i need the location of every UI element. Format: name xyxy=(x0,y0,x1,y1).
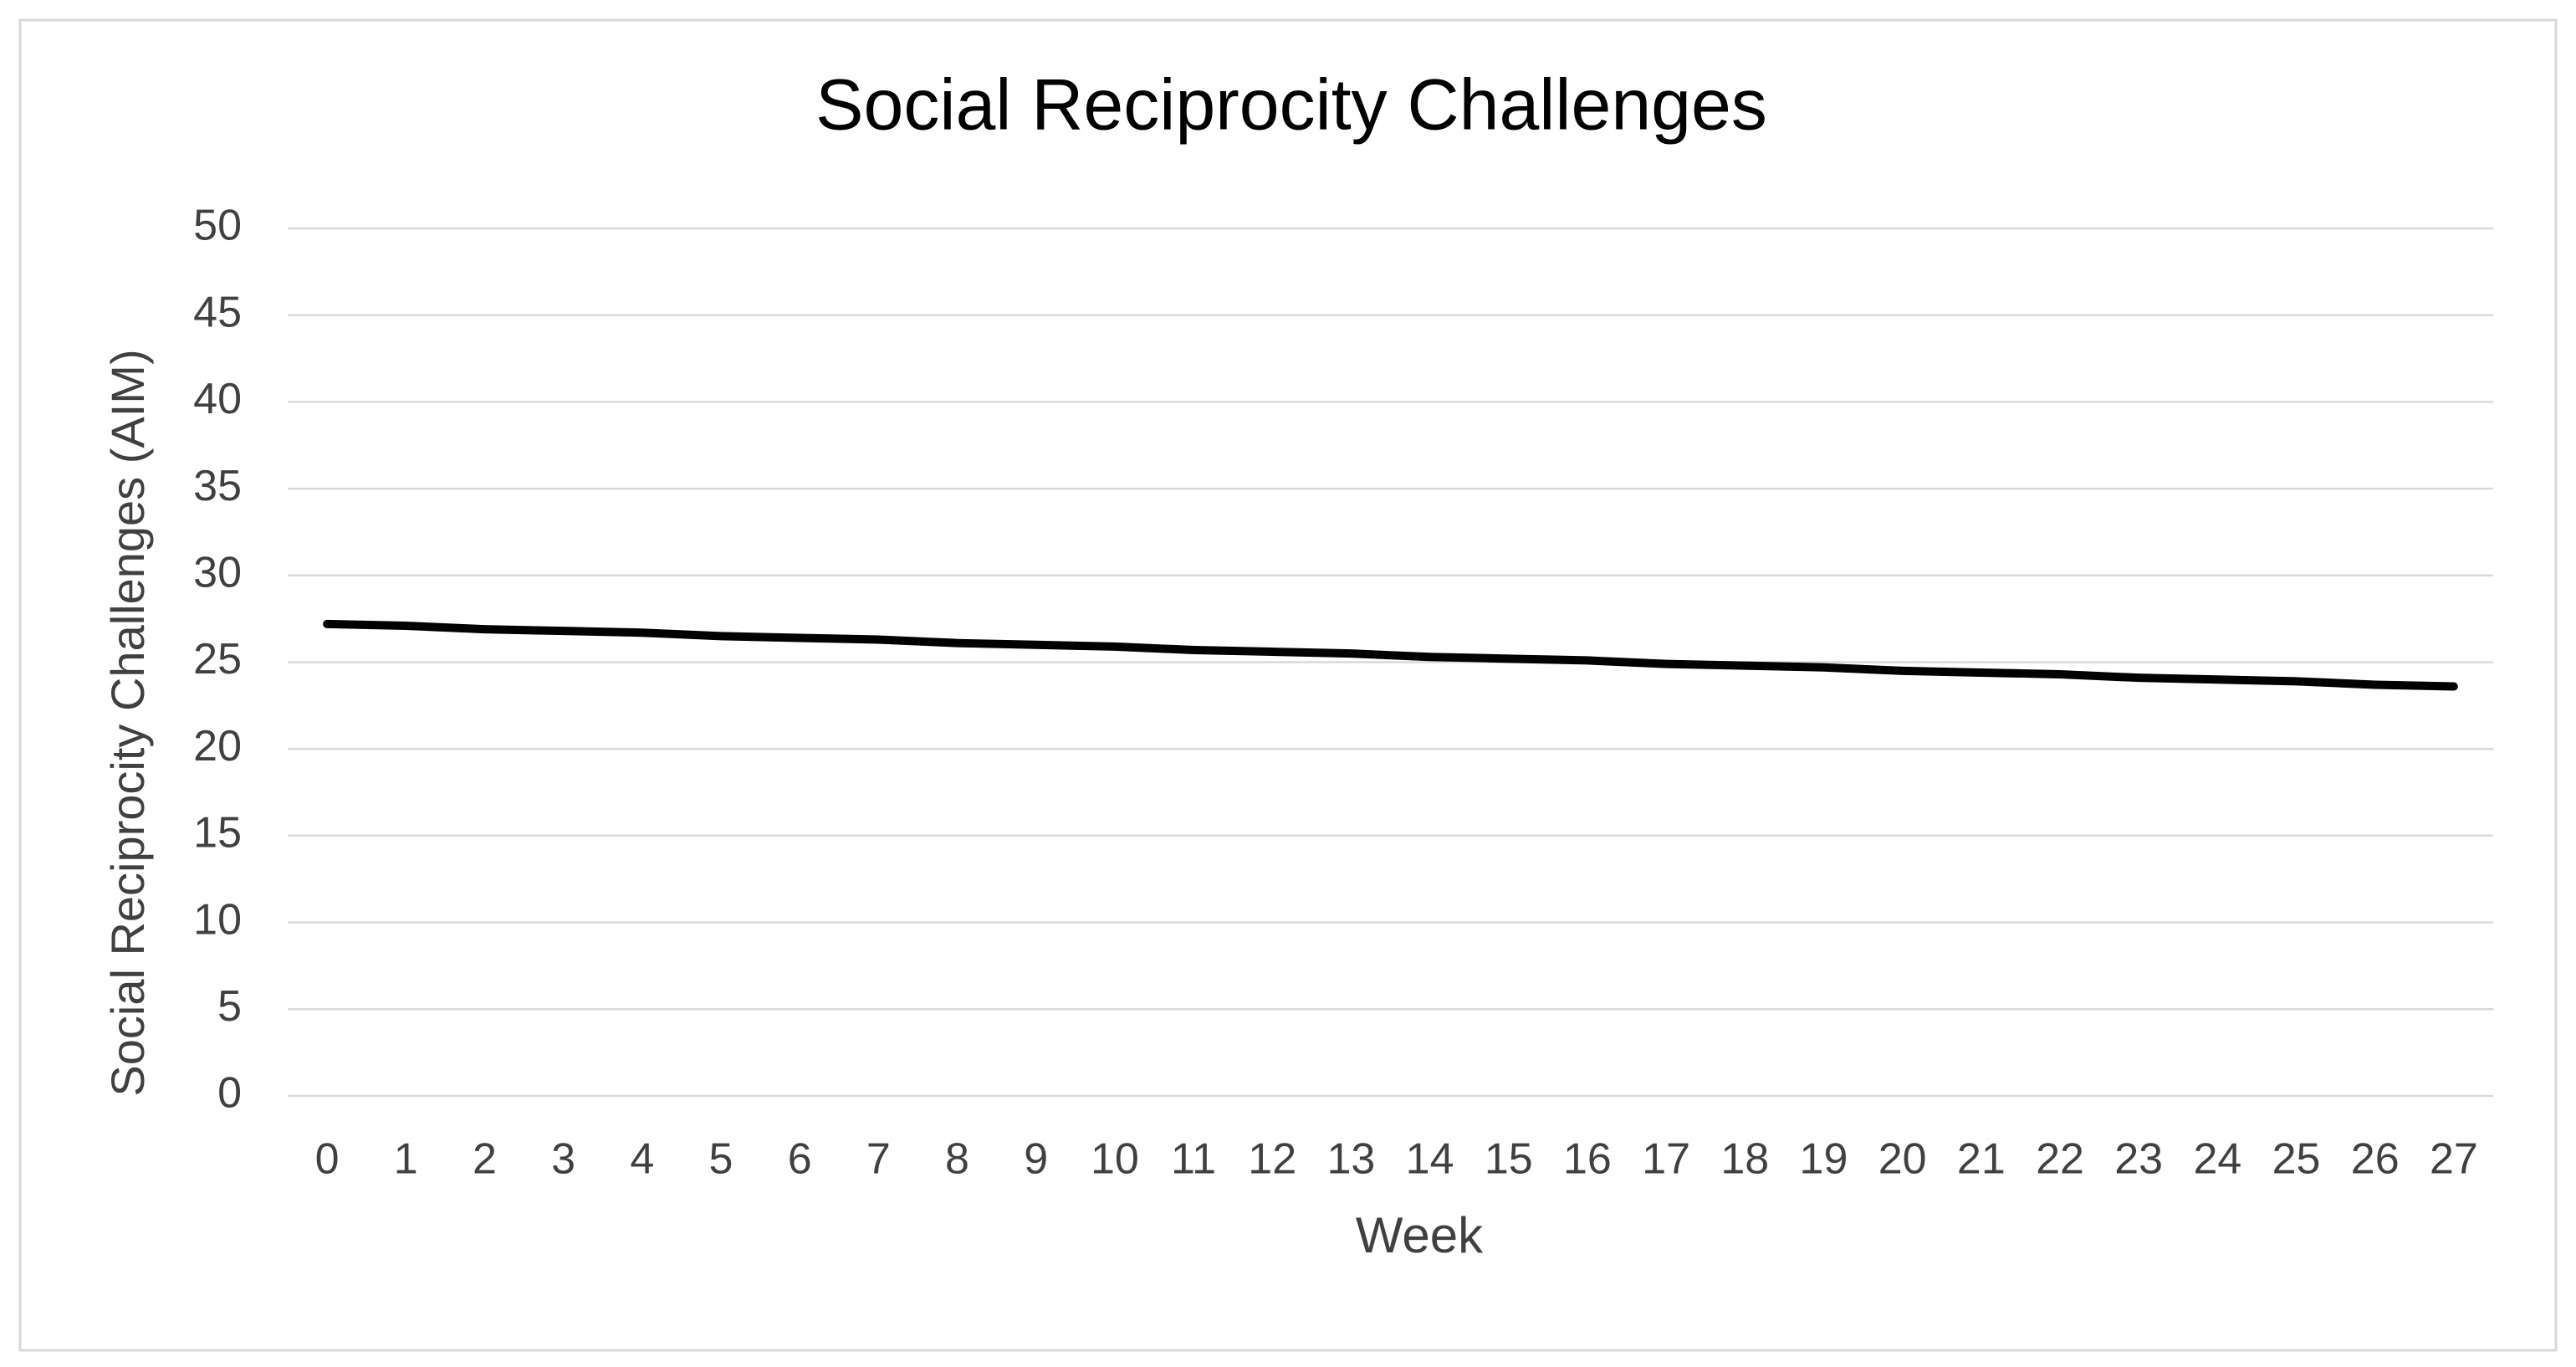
x-tick-label: 12 xyxy=(1248,1135,1296,1184)
x-tick-label: 10 xyxy=(1091,1135,1139,1184)
y-tick-label: 20 xyxy=(193,722,242,771)
x-tick-label: 3 xyxy=(551,1135,575,1184)
y-tick-label: 25 xyxy=(193,635,242,684)
y-axis-title: Social Reciprocity Challenges (AIM) xyxy=(101,349,154,1096)
x-tick-label: 5 xyxy=(709,1135,733,1184)
x-tick-label: 1 xyxy=(394,1135,418,1184)
y-tick-label: 40 xyxy=(193,375,242,423)
chart-title: Social Reciprocity Challenges xyxy=(815,65,1767,146)
x-tick-label: 6 xyxy=(788,1135,812,1184)
x-tick-label: 19 xyxy=(1800,1135,1848,1184)
y-tick-label: 15 xyxy=(193,809,242,858)
x-tick-label: 8 xyxy=(945,1135,969,1184)
y-tick-label: 10 xyxy=(193,895,242,944)
x-tick-label: 7 xyxy=(866,1135,891,1184)
x-tick-label: 18 xyxy=(1720,1135,1769,1184)
y-tick-label: 5 xyxy=(217,982,242,1031)
y-tick-label: 50 xyxy=(193,202,242,250)
x-tick-label: 4 xyxy=(630,1135,654,1184)
x-tick-label: 20 xyxy=(1878,1135,1927,1184)
x-tick-label: 14 xyxy=(1406,1135,1454,1184)
y-tick-label: 45 xyxy=(193,288,242,336)
y-tick-label: 30 xyxy=(193,549,242,597)
chart-border xyxy=(18,18,2558,1352)
x-tick-label: 0 xyxy=(315,1135,340,1184)
y-tick-label: 0 xyxy=(217,1069,242,1118)
x-tick-label: 17 xyxy=(1642,1135,1690,1184)
x-tick-label: 9 xyxy=(1024,1135,1048,1184)
x-tick-label: 27 xyxy=(2430,1135,2478,1184)
x-tick-label: 24 xyxy=(2193,1135,2241,1184)
x-tick-label: 21 xyxy=(1957,1135,2006,1184)
x-tick-label: 16 xyxy=(1563,1135,1612,1184)
data-line xyxy=(323,619,2458,691)
x-tick-label: 11 xyxy=(1171,1135,1216,1184)
x-tick-label: 23 xyxy=(2114,1135,2163,1184)
x-axis-title: Week xyxy=(1356,1207,1484,1263)
y-tick-label: 35 xyxy=(193,462,242,510)
x-tick-label: 13 xyxy=(1326,1135,1375,1184)
x-tick-label: 15 xyxy=(1485,1135,1533,1184)
x-tick-label: 25 xyxy=(2272,1135,2321,1184)
x-tick-label: 22 xyxy=(2036,1135,2084,1184)
x-tick-label: 26 xyxy=(2351,1135,2400,1184)
x-tick-label: 2 xyxy=(473,1135,497,1184)
